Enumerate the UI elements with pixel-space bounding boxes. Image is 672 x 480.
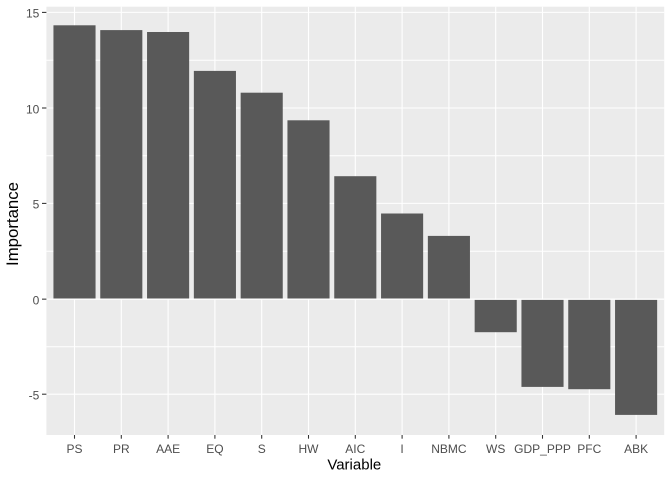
svg-text:10: 10 bbox=[26, 102, 40, 116]
svg-text:ABK: ABK bbox=[624, 442, 648, 456]
svg-text:PFC: PFC bbox=[577, 442, 601, 456]
svg-text:GDP_PPP: GDP_PPP bbox=[514, 442, 571, 456]
svg-text:Importance: Importance bbox=[3, 182, 22, 266]
svg-text:5: 5 bbox=[33, 198, 40, 212]
svg-text:AAE: AAE bbox=[156, 442, 180, 456]
svg-text:NBMC: NBMC bbox=[431, 442, 467, 456]
svg-text:PS: PS bbox=[66, 442, 82, 456]
svg-text:I: I bbox=[400, 442, 403, 456]
svg-text:0: 0 bbox=[33, 293, 40, 307]
svg-text:AIC: AIC bbox=[345, 442, 365, 456]
svg-text:-5: -5 bbox=[29, 389, 40, 403]
svg-text:S: S bbox=[258, 442, 266, 456]
svg-text:15: 15 bbox=[26, 7, 40, 21]
svg-text:HW: HW bbox=[299, 442, 320, 456]
svg-text:Variable: Variable bbox=[327, 457, 381, 474]
svg-text:WS: WS bbox=[486, 442, 505, 456]
svg-text:EQ: EQ bbox=[206, 442, 223, 456]
svg-text:PR: PR bbox=[113, 442, 130, 456]
